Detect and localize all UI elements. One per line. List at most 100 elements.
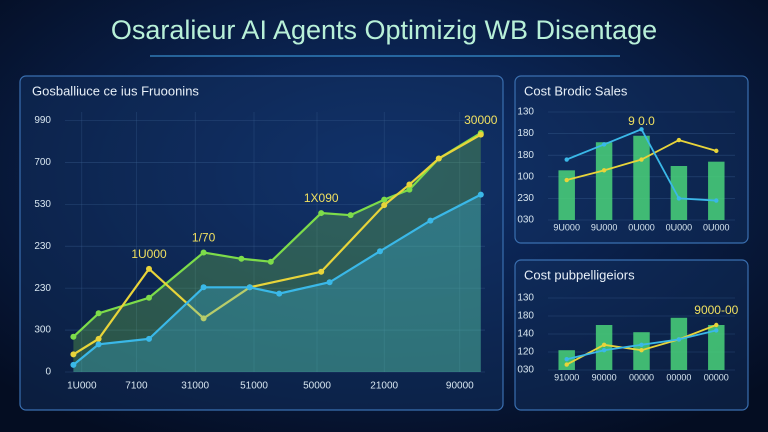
point	[146, 265, 152, 272]
y-tick-label: 030	[517, 365, 534, 376]
panel	[514, 259, 749, 411]
x-tick-label: 00000	[704, 372, 729, 382]
panel	[19, 75, 504, 411]
y-tick-label: 0	[45, 367, 51, 378]
point	[427, 217, 434, 224]
x-tick-label: 0U000	[666, 222, 693, 232]
point	[601, 348, 607, 353]
x-tick-label: 21000	[370, 381, 398, 392]
area	[73, 194, 481, 372]
point	[714, 322, 719, 328]
y-tick-label: 530	[34, 199, 51, 210]
x-tick-label: 31000	[181, 381, 209, 392]
point	[381, 196, 388, 203]
x-tick-label: 00000	[666, 372, 691, 382]
point	[70, 361, 77, 368]
chart-title: Cost Brodic Sales	[524, 83, 628, 98]
point	[238, 255, 245, 262]
x-tick-label: 0U000	[628, 222, 655, 232]
point	[318, 210, 325, 217]
y-tick-label: 230	[34, 241, 51, 252]
y-tick-label: 230	[517, 193, 534, 204]
line	[72, 132, 482, 338]
point	[95, 310, 102, 317]
y-tick-label: 700	[34, 157, 51, 168]
point	[601, 342, 607, 347]
point	[639, 342, 644, 347]
point	[276, 290, 283, 297]
point	[714, 198, 719, 203]
bar	[633, 135, 650, 220]
point	[406, 186, 413, 193]
y-tick-label: 130	[517, 107, 534, 118]
chart-title: Cost pubpelligeiors	[524, 267, 635, 282]
annotation: 30000	[464, 113, 498, 127]
point	[246, 284, 253, 291]
point	[477, 191, 484, 198]
bar	[670, 166, 688, 220]
point	[347, 212, 354, 219]
x-tick-label: 00000	[629, 372, 654, 382]
point	[676, 196, 682, 201]
point	[601, 168, 607, 173]
y-tick-label: 120	[517, 347, 534, 358]
y-tick-label: 100	[517, 171, 534, 182]
bar	[670, 317, 688, 370]
bar	[595, 325, 613, 370]
point	[564, 157, 569, 162]
bar	[708, 161, 725, 220]
point	[477, 131, 484, 138]
annotation: 9000-00	[694, 303, 738, 317]
point	[95, 341, 102, 348]
annotation: 1/70	[192, 231, 216, 245]
point	[146, 335, 152, 342]
y-tick-label: 300	[34, 325, 51, 336]
point	[381, 202, 388, 209]
area	[73, 132, 481, 372]
bar	[708, 325, 725, 370]
chart-title: Gosballiuce ce ius Fruoonins	[32, 83, 199, 98]
x-tick-label: 9U000	[591, 222, 618, 232]
point	[714, 148, 719, 154]
x-tick-label: 51000	[240, 381, 268, 392]
point	[435, 155, 442, 162]
x-tick-label: 90000	[446, 381, 474, 392]
point	[639, 157, 644, 162]
x-tick-label: 0U000	[703, 222, 730, 232]
point	[267, 258, 274, 265]
x-tick-label: 1U000	[67, 381, 97, 392]
y-tick-label: 990	[34, 115, 51, 126]
point	[70, 351, 77, 358]
point	[326, 279, 333, 286]
point	[200, 315, 207, 322]
line	[72, 133, 482, 356]
y-tick-label: 140	[517, 329, 534, 340]
x-tick-label: 90000	[592, 372, 617, 382]
y-tick-label: 180	[517, 311, 534, 322]
point	[200, 249, 207, 256]
point	[146, 294, 152, 301]
x-tick-label: 9U000	[553, 222, 580, 232]
point	[406, 181, 413, 188]
x-tick-label: 7100	[125, 381, 148, 392]
point	[676, 337, 682, 342]
y-tick-label: 180	[517, 128, 534, 139]
x-tick-label: 91000	[554, 372, 579, 382]
point	[70, 333, 77, 340]
bar	[558, 170, 575, 220]
point	[564, 177, 569, 183]
y-tick-label: 180	[517, 150, 534, 161]
annotation: 9 0.0	[628, 114, 655, 128]
annotation: 1X090	[304, 191, 339, 205]
point	[639, 127, 644, 132]
x-tick-label: 50000	[303, 381, 331, 392]
point	[377, 248, 383, 255]
point	[676, 137, 682, 143]
point	[601, 142, 607, 147]
point	[714, 328, 719, 333]
page-title: Osaralieur AI Agents Optimizig WB Disent…	[111, 15, 657, 45]
point	[95, 335, 102, 342]
y-tick-label: 030	[517, 215, 534, 226]
point	[318, 268, 325, 275]
